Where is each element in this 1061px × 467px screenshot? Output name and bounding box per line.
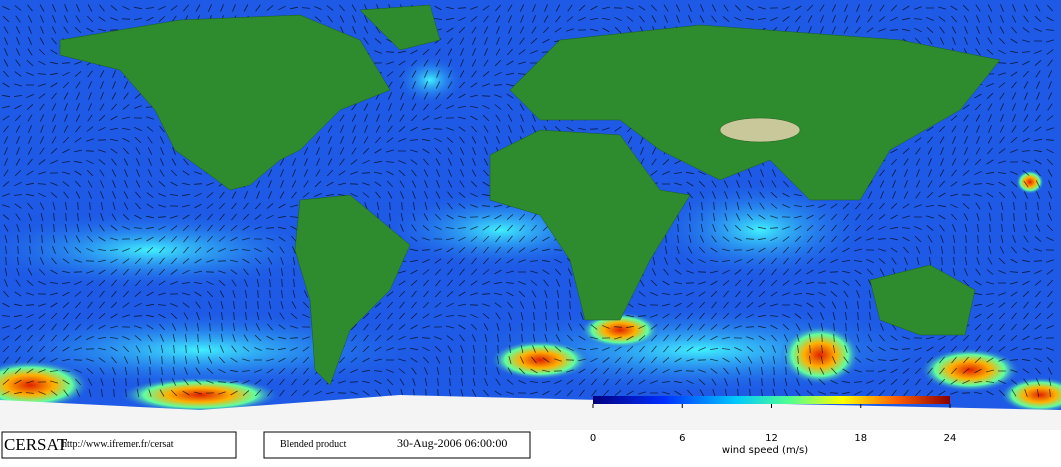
wind-arrows xyxy=(1,4,1055,398)
antarctica xyxy=(0,395,1061,430)
colorbar xyxy=(593,396,950,404)
colorbar-tick-label: 24 xyxy=(944,433,957,444)
footer-box xyxy=(263,431,531,459)
continents xyxy=(59,4,1001,386)
colorbar-label: wind speed (m/s) xyxy=(722,445,808,456)
url: http://www.ifremer.fr/cersat xyxy=(62,439,174,450)
product: Blended product xyxy=(280,439,347,450)
datetime: 30-Aug-2006 06:00:00 xyxy=(397,436,507,450)
colorbar-tick-label: 12 xyxy=(765,433,778,444)
colorbar-tick-label: 6 xyxy=(679,433,685,444)
footer-box xyxy=(1,431,237,459)
arrow-field xyxy=(1,4,1055,398)
colorbar-tick-label: 18 xyxy=(854,433,867,444)
logo: CERSAT xyxy=(4,435,68,454)
colorbar-tick-label: 0 xyxy=(590,433,596,444)
